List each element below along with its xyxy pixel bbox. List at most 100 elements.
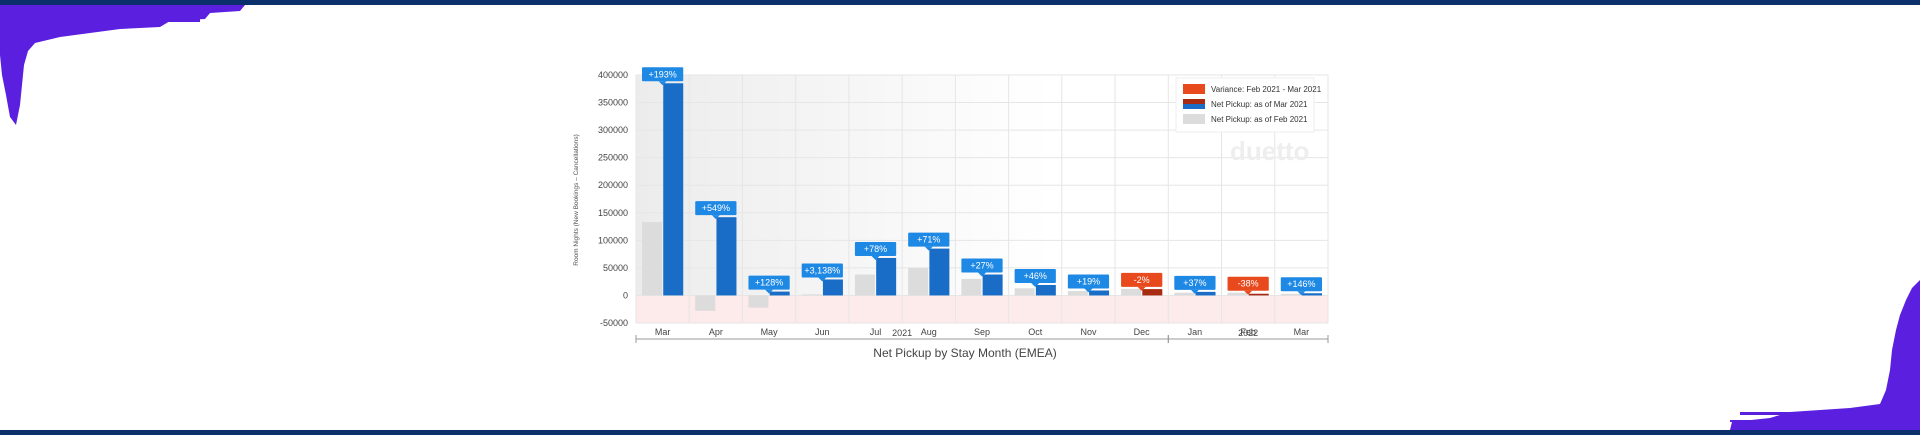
legend-label: Net Pickup: as of Feb 2021: [1211, 115, 1308, 124]
variance-label-box: [961, 258, 1003, 273]
variance-label: +27%: [970, 261, 993, 271]
variance-label-box: [908, 232, 950, 247]
bar-current: [822, 279, 843, 296]
variance-label-pointer: [1084, 288, 1093, 293]
variance-label-pointer: [711, 215, 720, 220]
bar-current: [1302, 293, 1322, 296]
bar-current: [1248, 293, 1269, 296]
variance-label-box: [748, 275, 790, 290]
bar-prior: [1121, 288, 1142, 296]
y-tick-label: 300000: [598, 125, 628, 135]
y-tick-label: 250000: [598, 153, 628, 163]
year-groups: 2021 2022: [635, 328, 1329, 343]
variance-label-pointer: [1031, 282, 1040, 287]
x-tick-label: Jan: [1188, 327, 1203, 337]
bar-current: [716, 217, 737, 296]
variance-label: +78%: [864, 244, 887, 254]
legend-swatch-prior: [1183, 114, 1205, 124]
legend-label: Variance: Feb 2021 - Mar 2021: [1211, 85, 1322, 94]
y-tick-label: 150000: [598, 208, 628, 218]
top-frame-bar: [0, 0, 1920, 5]
bars: [642, 83, 1322, 311]
brush-stroke-top-left: [0, 5, 245, 125]
gridlines: [635, 74, 1329, 324]
variance-label: +549%: [702, 203, 730, 213]
y-tick-label: 50000: [603, 263, 628, 273]
legend-label: Net Pickup: as of Mar 2021: [1211, 100, 1308, 109]
x-tick-label: Mar: [655, 327, 671, 337]
bar-prior: [642, 222, 662, 296]
x-axis-ticks: Mar Apr May Jun Jul Aug Sep Oct Nov Dec Jan Feb Mar: [655, 327, 1309, 337]
variance-label-box: [1174, 275, 1216, 290]
variance-label-box: [642, 67, 684, 82]
x-tick-label: Sep: [974, 327, 990, 337]
variance-label-pointer: [1244, 290, 1253, 295]
variance-label-box: [695, 201, 737, 216]
x-tick-label: Jul: [870, 327, 882, 337]
bar-prior: [1227, 292, 1248, 296]
variance-label-box: [801, 263, 843, 278]
bar-prior: [1174, 292, 1195, 296]
variance-label: +128%: [755, 278, 783, 288]
y-axis-ticks: 400000 350000 300000 250000 200000 150000 1000…: [598, 70, 628, 328]
bar-prior: [961, 278, 982, 296]
variance-label: -38%: [1238, 279, 1259, 289]
variance-label-pointer: [1297, 291, 1306, 296]
variance-label-pointer: [765, 289, 774, 294]
y-tick-label: -50000: [600, 318, 628, 328]
bar-current: [876, 257, 897, 296]
x-tick-label: Jun: [815, 327, 830, 337]
bar-prior: [1280, 293, 1301, 296]
bar-current: [982, 274, 1003, 296]
watermark: duetto: [1230, 136, 1309, 166]
bar-current: [1195, 291, 1216, 296]
bar-prior: [854, 274, 875, 296]
variance-label: +46%: [1024, 271, 1047, 281]
variance-label-pointer: [924, 246, 933, 251]
bar-prior: [908, 267, 929, 296]
y-axis-label: Room Nights (New Bookings – Cancellation…: [573, 134, 580, 266]
bar-current: [1035, 284, 1056, 296]
y-tick-label: 100000: [598, 235, 628, 245]
legend-swatch-variance: [1183, 84, 1205, 94]
bar-current: [769, 291, 790, 296]
variance-label-box: [1067, 274, 1110, 289]
y-tick-label: 200000: [598, 180, 628, 190]
variance-label: +19%: [1077, 276, 1100, 286]
variance-label-box: [1227, 276, 1269, 291]
variance-label-box: [1121, 272, 1163, 287]
bar-current: [929, 248, 950, 296]
x-tick-label: Nov: [1080, 327, 1097, 337]
variance-label-pointer: [978, 272, 986, 277]
variance-labels: +193% +549% +128% +3,138% +78% +71% +27% +46% +1…: [642, 67, 1322, 296]
y-tick-label: 0: [623, 290, 628, 300]
variance-label-pointer: [658, 81, 667, 86]
x-tick-label: Oct: [1028, 327, 1043, 337]
x-tick-label: May: [761, 327, 779, 337]
variance-label-box: [1280, 277, 1322, 292]
bar-prior: [801, 294, 822, 296]
bar-prior: [748, 295, 769, 308]
x-tick-label: Apr: [709, 327, 723, 337]
chart-title: Net Pickup by Stay Month (EMEA): [873, 346, 1056, 360]
variance-label-pointer: [818, 277, 827, 282]
bar-prior: [695, 295, 716, 311]
legend-swatch-current-top: [1183, 99, 1205, 104]
bar-current: [1089, 290, 1110, 296]
variance-label: -2%: [1134, 275, 1150, 285]
x-tick-label: Mar: [1294, 327, 1310, 337]
bar-current: [1142, 289, 1163, 296]
variance-label-pointer: [1137, 286, 1146, 291]
x-tick-label: Dec: [1134, 327, 1151, 337]
x-tick-label: Feb: [1240, 327, 1256, 337]
plot-area-negative: [636, 295, 1328, 323]
legend[interactable]: Variance: Feb 2021 - Mar 2021 Net Pickup:…: [1175, 77, 1322, 133]
bar-prior: [1067, 291, 1088, 296]
year-label: 2022: [1238, 328, 1258, 338]
variance-label-box: [1014, 268, 1056, 283]
variance-label-pointer: [1190, 289, 1199, 294]
variance-label: +37%: [1183, 278, 1206, 288]
bottom-frame-bar: [0, 430, 1920, 435]
variance-label: +193%: [648, 69, 676, 79]
